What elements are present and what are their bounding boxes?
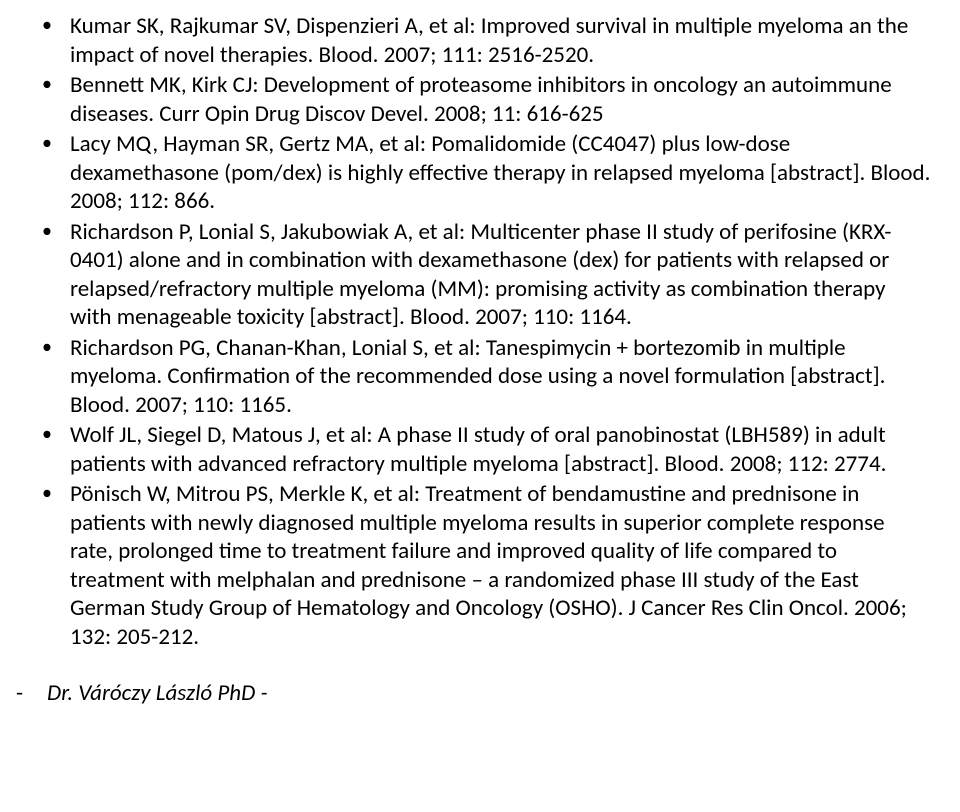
reference-item: Richardson P, Lonial S, Jakubowiak A, et… [70, 218, 932, 332]
reference-list: Kumar SK, Rajkumar SV, Dispenzieri A, et… [70, 12, 932, 651]
reference-item: Bennett MK, Kirk CJ: Development of prot… [70, 71, 932, 128]
reference-item: Lacy MQ, Hayman SR, Gertz MA, et al: Pom… [70, 130, 932, 216]
reference-item: Kumar SK, Rajkumar SV, Dispenzieri A, et… [70, 12, 932, 69]
reference-item: Pönisch W, Mitrou PS, Merkle K, et al: T… [70, 480, 932, 651]
reference-item: Wolf JL, Siegel D, Matous J, et al: A ph… [70, 421, 932, 478]
author-line: -Dr. Váróczy László PhD - [16, 679, 932, 708]
author-name: Dr. Váróczy László PhD - [47, 679, 267, 707]
reference-item: Richardson PG, Chanan-Khan, Lonial S, et… [70, 334, 932, 420]
dash-icon: - [16, 679, 23, 707]
